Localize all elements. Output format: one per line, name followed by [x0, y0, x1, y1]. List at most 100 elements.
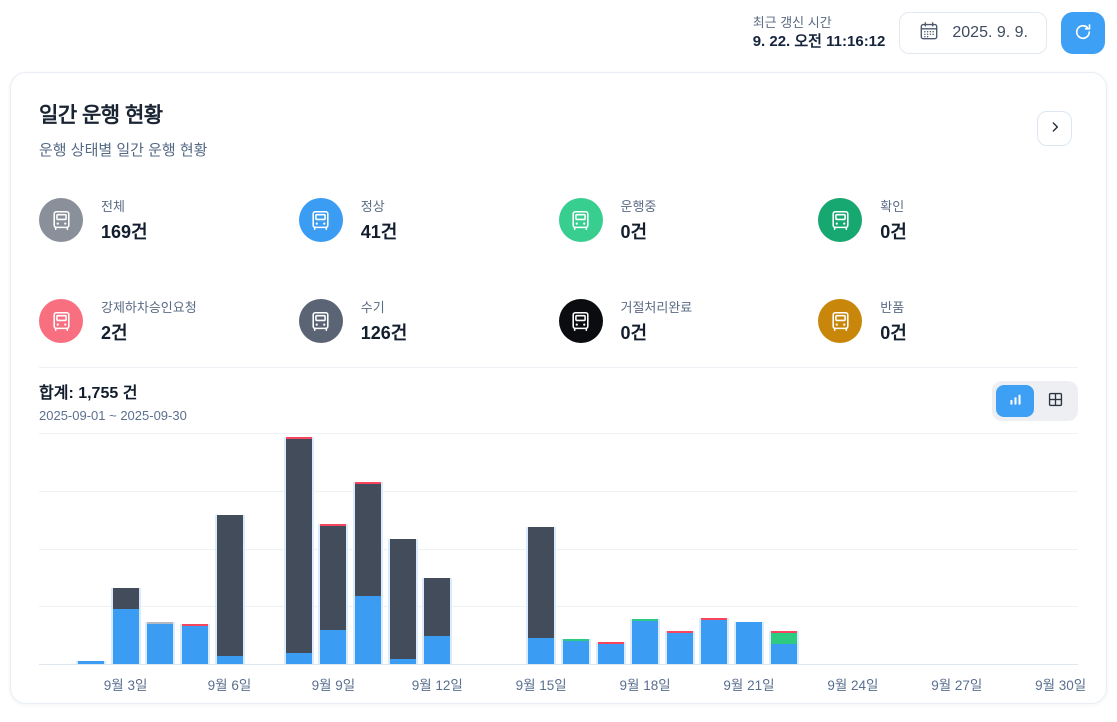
- bar-segment-blue: [666, 633, 693, 664]
- bar-segment-dark-slate: [355, 484, 382, 596]
- table-view-button[interactable]: [1036, 385, 1074, 417]
- chart-day-col-30: [1044, 433, 1079, 664]
- tile-in-operation: 운행중 0건: [558, 196, 819, 244]
- chart-day-col-14: [489, 433, 524, 664]
- bar-segment-red: [181, 624, 208, 627]
- truck-icon: [818, 198, 863, 242]
- tile-value: 41건: [360, 222, 398, 242]
- bar-sep-5[interactable]: [179, 624, 210, 664]
- chart-day-col-20: [697, 433, 732, 664]
- chart-day-col-25: [870, 433, 905, 664]
- bar-segment-dark-slate: [389, 539, 416, 660]
- bar-segment-blue: [632, 621, 659, 664]
- bar-segment-blue: [736, 621, 763, 664]
- tile-return: 반품 0건: [818, 297, 1078, 345]
- bar-sep-19[interactable]: [664, 631, 695, 664]
- bar-segment-blue: [181, 626, 208, 664]
- x-axis-tick: 9월 27일: [931, 678, 983, 693]
- total-count-label: 합계: 1,755 건: [39, 385, 138, 402]
- gridline: [39, 606, 1078, 608]
- bar-segment-dark-slate: [528, 527, 555, 638]
- tile-total: 전체 169건: [39, 196, 299, 244]
- refresh-icon: [1073, 22, 1093, 45]
- page-title: 일간 운행 현황: [39, 104, 163, 127]
- x-axis-tick: 9월 21일: [723, 678, 775, 693]
- bar-sep-8[interactable]: [283, 436, 314, 664]
- chart-x-axis: 9월 3일 9월 6일 9월 9일 9월 12일 9월 15일 9월 18일 9월 21일 9…: [39, 674, 1086, 696]
- bar-segment-red: [285, 436, 312, 439]
- bar-sep-11[interactable]: [387, 539, 418, 664]
- bar-sep-12[interactable]: [422, 578, 453, 664]
- bar-segment-blue: [701, 620, 728, 664]
- bar-sep-9[interactable]: [318, 524, 349, 664]
- bar-sep-18[interactable]: [630, 619, 661, 664]
- tile-label: 강제하차승인요청: [101, 300, 197, 315]
- date-range-label: 2025-09-01 ~ 2025-09-30: [39, 408, 187, 423]
- bar-segment-blue: [77, 660, 104, 664]
- expand-card-button[interactable]: [1037, 111, 1072, 146]
- last-update-info: 최근 갱신 시간 9. 22. 오전 11:16:12: [753, 15, 886, 51]
- tile-value: 169건: [101, 222, 148, 242]
- bar-segment-blue: [528, 637, 555, 664]
- bar-sep-22[interactable]: [768, 631, 799, 664]
- truck-icon: [818, 299, 863, 343]
- bar-sep-4[interactable]: [145, 621, 176, 664]
- chart-day-col-21: [732, 433, 767, 664]
- table-grid-icon: [1046, 390, 1065, 412]
- chart-day-col-5: [178, 433, 213, 664]
- daily-stacked-bar-chart: 9월 3일 9월 6일 9월 9일 9월 12일 9월 15일 9월 18일 9월 21일 9…: [39, 433, 1086, 696]
- bar-sep-15[interactable]: [526, 527, 557, 664]
- bar-sep-16[interactable]: [560, 638, 591, 664]
- chart-day-col-27: [940, 433, 975, 664]
- x-axis-tick: 9월 18일: [619, 678, 671, 693]
- truck-icon: [298, 299, 343, 343]
- chevron-right-icon: [1047, 119, 1063, 138]
- bar-segment-green: [562, 638, 589, 641]
- bar-segment-dark-slate: [320, 526, 347, 631]
- chart-day-col-4: [143, 433, 178, 664]
- chart-day-col-28: [974, 433, 1009, 664]
- bar-segment-red: [320, 524, 347, 527]
- tile-value: 0건: [880, 323, 907, 343]
- chart-day-col-26: [905, 433, 940, 664]
- chart-day-col-19: [663, 433, 698, 664]
- bar-sep-20[interactable]: [699, 618, 730, 664]
- x-axis-tick: 9월 15일: [515, 678, 567, 693]
- gridline: [39, 664, 1078, 665]
- bar-segment-green: [632, 619, 659, 622]
- bar-segment-blue: [147, 623, 174, 664]
- bar-sep-17[interactable]: [595, 642, 626, 664]
- chart-day-col-9: [316, 433, 351, 664]
- bar-segment-blue: [355, 595, 382, 664]
- bar-sep-21[interactable]: [734, 621, 765, 664]
- tile-label: 정상: [360, 199, 385, 214]
- tile-forced-dropoff-request: 강제하차승인요청 2건: [39, 297, 299, 345]
- chart-day-col-12: [420, 433, 455, 664]
- bar-segment-blue: [320, 630, 347, 664]
- bar-sep-2[interactable]: [75, 660, 106, 664]
- tile-label: 반품: [880, 300, 905, 315]
- x-axis-tick: 9월 24일: [827, 678, 879, 693]
- chart-day-col-10: [351, 433, 386, 664]
- gridline: [39, 433, 1078, 434]
- refresh-button[interactable]: [1061, 12, 1105, 54]
- truck-icon: [39, 299, 83, 343]
- bar-sep-10[interactable]: [353, 482, 384, 664]
- bar-segment-red: [355, 482, 382, 485]
- x-axis-tick: 9월 12일: [411, 678, 463, 693]
- chart-day-col-29: [1009, 433, 1044, 664]
- chart-day-col-7: [247, 433, 282, 664]
- bar-sep-3[interactable]: [110, 588, 141, 664]
- truck-icon: [558, 299, 603, 343]
- bar-segment-red: [701, 618, 728, 621]
- bar-sep-6[interactable]: [214, 514, 245, 664]
- tile-label: 거절처리완료: [620, 300, 693, 315]
- chart-day-col-15: [524, 433, 559, 664]
- chart-day-col-1: [39, 433, 74, 664]
- chart-day-col-3: [108, 433, 143, 664]
- chart-day-col-2: [74, 433, 109, 664]
- date-picker-button[interactable]: 2025. 9. 9.: [899, 12, 1047, 54]
- bar-chart-icon: [1006, 390, 1025, 412]
- chart-view-button[interactable]: [996, 385, 1034, 417]
- tile-label: 전체: [101, 199, 125, 214]
